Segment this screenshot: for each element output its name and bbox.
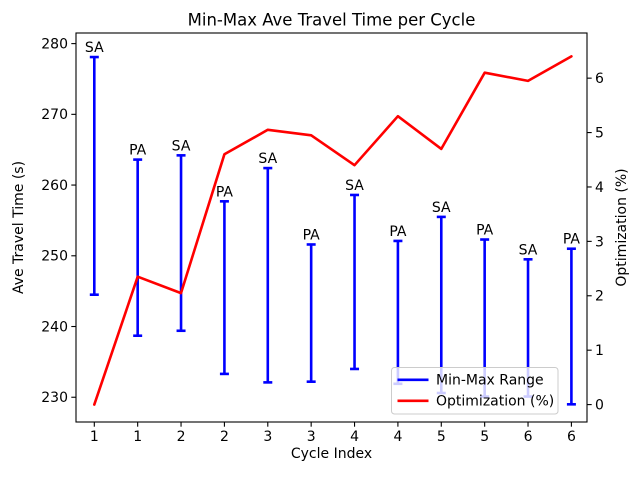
left-tick-label: 260 xyxy=(41,178,68,194)
optimization-line-series xyxy=(93,55,573,406)
algorithm-annotation: PA xyxy=(389,224,407,240)
right-tick-label: 3 xyxy=(595,234,604,250)
x-axis-ticks: 1 1 2 2 3 3 4 4 5 5 6 6 xyxy=(90,422,576,445)
right-tick-label: 1 xyxy=(595,343,604,359)
x-tick-label: 6 xyxy=(524,429,533,445)
right-axis-ticks: 0 1 2 3 4 5 6 xyxy=(587,71,604,413)
optimization-polyline xyxy=(93,55,573,406)
algorithm-annotation: PA xyxy=(563,232,581,248)
x-tick-label: 2 xyxy=(220,429,229,445)
algorithm-annotation: PA xyxy=(129,143,147,159)
x-tick-label: 1 xyxy=(133,429,142,445)
chart-title: Min-Max Ave Travel Time per Cycle xyxy=(188,11,476,30)
x-tick-label: 2 xyxy=(177,429,186,445)
min-max-errorbar-series: SA PA SA PA SA PA SA PA SA PA SA PA xyxy=(85,40,581,406)
x-axis-label: Cycle Index xyxy=(291,446,372,462)
x-tick-label: 3 xyxy=(307,429,316,445)
left-tick-label: 230 xyxy=(41,390,68,406)
x-tick-label: 4 xyxy=(393,429,402,445)
legend-label-optimization: Optimization (%) xyxy=(436,394,554,410)
left-axis-ticks: 230 240 250 260 270 280 xyxy=(41,37,76,406)
x-tick-label: 3 xyxy=(263,429,272,445)
x-tick-label: 6 xyxy=(567,429,576,445)
right-tick-label: 6 xyxy=(595,71,604,87)
y-axis-label-left: Ave Travel Time (s) xyxy=(11,161,27,294)
y-axis-label-right: Optimization (%) xyxy=(614,168,630,286)
left-tick-label: 250 xyxy=(41,249,68,265)
algorithm-annotation: PA xyxy=(216,184,234,200)
algorithm-annotation: SA xyxy=(519,242,538,258)
x-tick-label: 4 xyxy=(350,429,359,445)
plot-border xyxy=(75,32,588,423)
algorithm-annotation: SA xyxy=(432,200,451,216)
right-tick-label: 5 xyxy=(595,125,604,141)
legend-label-min-max: Min-Max Range xyxy=(436,373,544,389)
algorithm-annotation: SA xyxy=(345,178,364,194)
right-tick-label: 0 xyxy=(595,397,604,413)
right-tick-label: 4 xyxy=(595,180,604,196)
x-tick-label: 5 xyxy=(480,429,489,445)
algorithm-annotation: PA xyxy=(303,227,321,243)
x-tick-label: 1 xyxy=(90,429,99,445)
left-tick-label: 240 xyxy=(41,319,68,335)
algorithm-annotation: SA xyxy=(258,151,277,167)
left-tick-label: 280 xyxy=(41,37,68,53)
algorithm-annotation: PA xyxy=(476,223,494,239)
legend: Min-Max Range Optimization (%) xyxy=(391,367,559,415)
left-tick-label: 270 xyxy=(41,107,68,123)
legend-box xyxy=(391,367,559,415)
algorithm-annotation: SA xyxy=(172,138,191,154)
right-tick-label: 2 xyxy=(595,289,604,305)
x-tick-label: 5 xyxy=(437,429,446,445)
algorithm-annotation: SA xyxy=(85,40,104,56)
